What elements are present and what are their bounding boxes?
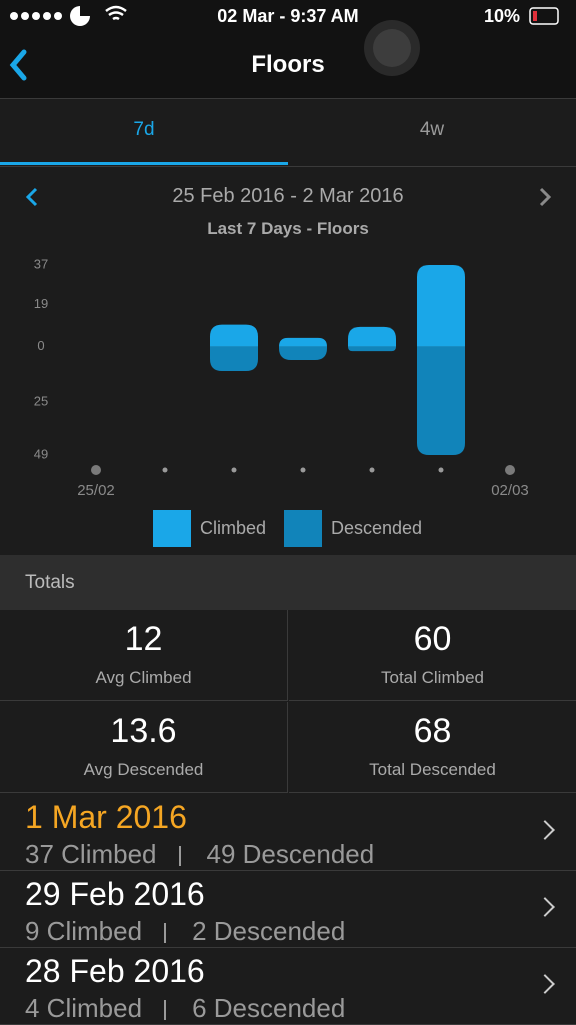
x-tick [162,467,168,473]
tab[interactable]: 7d [133,119,155,140]
x-tick [300,467,306,473]
stat-cell [289,610,576,701]
separator [178,846,181,866]
y-tick-label: 49 [34,446,48,461]
y-tick-label: 37 [34,256,48,271]
bar [210,346,258,372]
stat-label: Total Descended [369,760,496,779]
y-tick-label: 0 [37,338,44,353]
tab-bar [0,98,576,167]
page-title: Floors [251,51,325,78]
battery-level [533,11,537,21]
next-button[interactable] [539,187,552,207]
tab[interactable]: 4w [419,119,445,140]
clock: 02 Mar - 9:37 AM [217,6,359,26]
top-bar [0,0,576,98]
totals-title: Totals [25,572,75,593]
day-descended: 49 Descended [206,839,375,869]
separator [164,923,167,943]
totals-header [0,555,576,610]
chart: 37 19 0 25 49 25/02 02/03 Climbed Descended [25,187,552,547]
prev-button[interactable] [25,187,38,207]
day-descended: 6 Descended [192,993,346,1023]
assistive-touch-inner [373,29,411,67]
stat-cell [289,702,576,793]
legend-swatch [284,510,322,547]
bar [279,346,327,360]
battery-text: 10% [483,6,520,26]
x-tick-label: 02/03 [491,482,529,499]
x-tick [438,467,444,473]
chart-title: Last 7 Days - Floors [207,219,369,238]
day-date: 28 Feb 2016 [25,953,205,989]
back-button[interactable] [9,49,27,81]
bar [210,324,258,347]
day-climbed: 9 Climbed [25,916,143,946]
y-tick-label: 19 [34,296,48,311]
day-date: 1 Mar 2016 [25,799,187,835]
x-tick [231,467,237,473]
x-tick-label: 25/02 [77,482,115,499]
bar [417,265,465,347]
date-range: 25 Feb 2016 - 2 Mar 2016 [172,185,404,207]
stat-value: 13.6 [110,712,177,750]
x-tick [505,465,515,475]
day-climbed: 4 Climbed [25,993,143,1023]
separator [164,1000,167,1020]
stat-value: 68 [413,712,452,750]
tab-indicator [0,162,288,165]
stat-cell [0,702,288,793]
x-tick [91,465,101,475]
stat-label: Total Climbed [381,668,484,687]
stat-value: 12 [124,620,163,658]
day-row[interactable] [0,794,576,871]
stat-label: Avg Descended [83,760,204,779]
bar [348,346,396,352]
battery-icon [529,7,559,25]
bar [417,346,465,455]
bar [348,326,396,347]
legend-label: Climbed [200,518,266,538]
day-descended: 2 Descended [192,916,346,946]
legend-swatch [153,510,191,547]
stat-cell [0,610,288,701]
x-tick [369,467,375,473]
stat-label: Avg Climbed [95,668,192,687]
day-climbed: 37 Climbed [25,839,157,869]
stat-value: 60 [413,620,452,658]
bar [279,337,327,347]
carrier-icon [70,6,90,26]
day-date: 29 Feb 2016 [25,876,205,912]
wifi [105,5,127,21]
day-row[interactable] [0,871,576,948]
y-tick-label: 25 [34,393,48,408]
status-icons [9,5,559,81]
legend-label: Descended [331,518,422,538]
signal [10,12,62,20]
